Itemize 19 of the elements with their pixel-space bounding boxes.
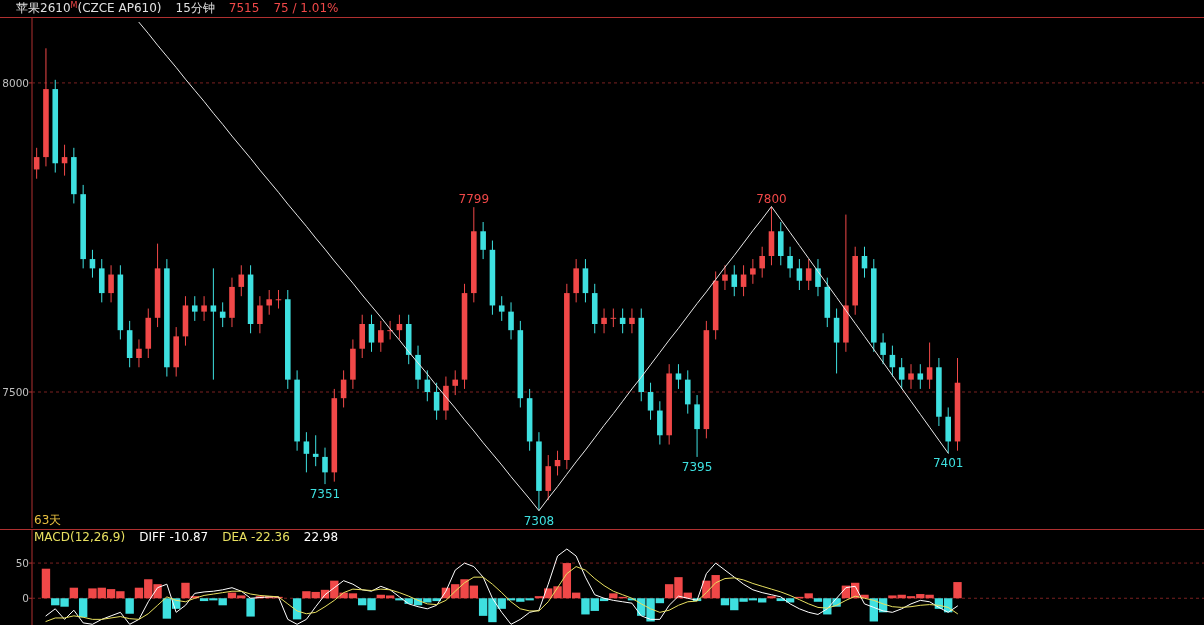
chart-subtitle: 15分钟 [175,1,215,15]
y-tick-label: 8000 [2,76,29,89]
chart-title: MACD(12,26,9) [34,530,126,544]
text: DEA -22.36 [222,530,290,544]
chart-title: 苹果2610$^{M}$(CZCE AP610) [16,0,162,15]
annotation: 7800 [756,191,787,206]
y-tick-label: 7500 [2,386,29,398]
annotation: 7395 [681,459,713,474]
annotation: 7308 [523,513,555,528]
text: 7515 [228,1,260,15]
annotation: 7799 [458,192,490,207]
text: DIFF -10.87 [139,530,209,544]
annotation: 7351 [309,487,341,502]
annotation: 22.98 [303,530,339,544]
y-tick-label: 0 [22,592,29,605]
y-tick-label: 50 [15,557,29,570]
annotation: 7401 [932,456,964,471]
annotation: 63天 [34,513,62,527]
text: 75 / 1.01% [273,1,339,15]
